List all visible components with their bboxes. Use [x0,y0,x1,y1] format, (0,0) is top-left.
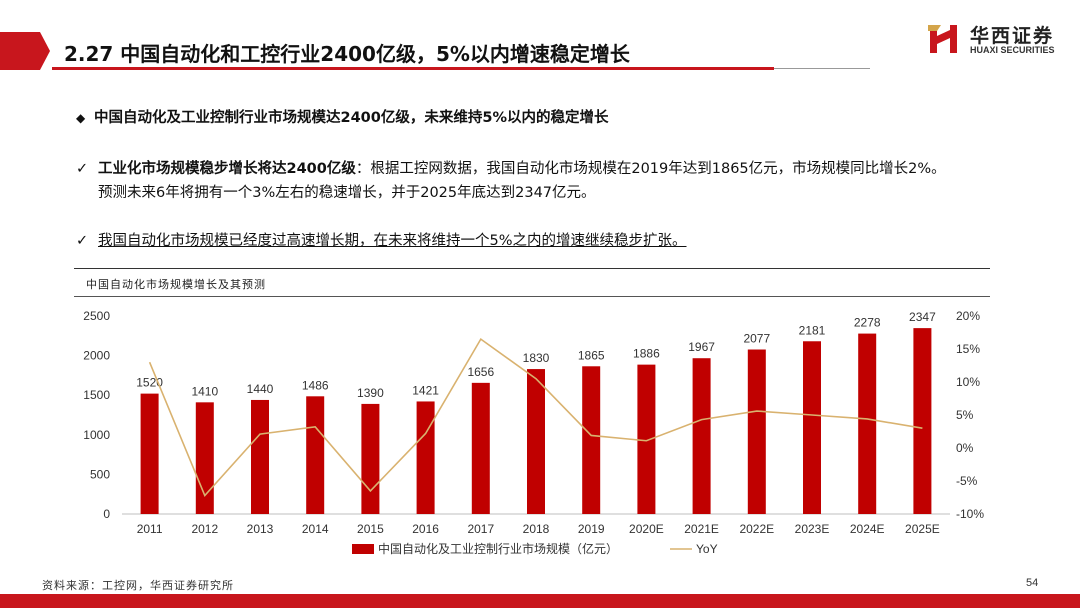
x-axis-tick-label: 2025E [905,522,940,536]
bar [416,401,435,514]
main-bullet-text: 中国自动化及工业控制行业市场规模达2400亿级，未来维持5%以内的稳定增长 [94,110,609,126]
left-axis-tick-label: 1000 [83,428,110,442]
bar [747,349,766,514]
bar [140,393,159,514]
logo-english-name: HUAXI SECURITIES [970,45,1055,55]
bar-data-label: 2347 [909,310,936,324]
legend-bar-label: 中国自动化及工业控制行业市场规模（亿元） [378,541,618,556]
bar-data-label: 1486 [302,378,329,392]
bar [637,364,656,514]
x-axis-tick-label: 2013 [247,522,274,536]
right-axis-tick-label: -5% [956,474,978,488]
right-axis-tick-label: 0% [956,441,974,455]
check-item-1-line2: 预测未来6年将拥有一个3%左右的稳速增长，并于2025年底达到2347亿元。 [98,185,596,201]
bar [582,366,601,514]
check-item-2: ✓ 我国自动化市场规模已经度过高速增长期，在未来将维持一个5%之内的增速继续稳步扩… [76,229,687,250]
brand-logo: 华西证券 HUAXI SECURITIES [928,20,1058,60]
title-underline-grey [774,68,870,69]
title-accent-arrow [0,32,50,70]
left-axis-tick-label: 0 [103,507,110,521]
bar-data-label: 1886 [633,347,660,361]
right-axis-tick-label: 20% [956,309,980,323]
page-number: 54 [1026,577,1039,589]
x-axis-tick-label: 2019 [578,522,605,536]
bar-data-label: 1390 [357,386,384,400]
bar [251,399,269,514]
bar-data-label: 1440 [247,382,274,396]
x-axis-tick-label: 2011 [137,522,163,536]
bar-data-label: 1410 [191,384,218,398]
left-axis-tick-label: 2000 [83,349,110,363]
x-axis-tick-label: 2023E [795,522,830,536]
right-axis-tick-label: 10% [956,375,980,389]
bar [195,402,214,514]
bar [858,333,877,514]
left-axis-tick-label: 2500 [83,309,110,323]
bar-data-label: 2181 [799,323,826,337]
main-bullet: ◆ 中国自动化及工业控制行业市场规模达2400亿级，未来维持5%以内的稳定增长 [76,106,608,127]
checkmark-icon: ✓ [76,233,89,249]
title-underline [52,67,774,70]
market-size-chart: 0 500 1000 1500 2000 2500 -10% -5% 0% 5% 10% 15% 20%… [83,309,984,556]
bar-data-label: 1865 [578,348,605,362]
x-axis-tick-label: 2015 [357,522,384,536]
x-axis-tick-label: 2021E [684,522,719,536]
bar [692,358,711,514]
bar [471,382,490,514]
chart-caption-rule [74,296,990,297]
bar [306,396,325,514]
x-axis-tick-label: 2018 [523,522,550,536]
x-axis-tick-label: 2024E [850,522,885,536]
footer-bar [0,594,1080,608]
right-axis-tick-label: 15% [956,342,980,356]
bar [803,341,821,514]
bar-data-label: 1421 [412,383,439,397]
right-axis-tick-label: -10% [956,507,984,521]
check-item-1-text: ：根据工控网数据，我国自动化市场规模在2019年达到1865亿元，市场规模同比增… [355,161,946,177]
bar [527,369,545,514]
chart-top-rule [74,268,990,269]
bar-data-label: 2278 [854,316,881,330]
huaxi-logo-icon [928,25,957,53]
bar-data-label: 1656 [467,365,494,379]
legend-line-label: YoY [696,542,718,556]
bar-data-label: 2077 [743,332,770,346]
yoy-line [148,337,923,497]
x-axis-tick-label: 2020E [629,522,664,536]
left-axis-tick-label: 1500 [83,388,110,402]
chart-caption: 中国自动化市场规模增长及其预测 [86,278,266,291]
x-axis-tick-label: 2014 [302,522,329,536]
right-axis-tick-label: 5% [956,408,974,422]
x-axis-tick-label: 2012 [191,522,218,536]
bar [913,328,932,514]
check-item-1-bold: 工业化市场规模稳步增长将达2400亿级 [98,161,356,177]
bar [361,403,380,514]
left-axis-tick-label: 500 [90,467,110,481]
page-title: 2.27 中国自动化和工控行业2400亿级，5%以内增速稳定增长 [64,42,630,66]
x-axis-tick-label: 2022E [739,522,774,536]
source-note: 资料来源：工控网，华西证券研究所 [42,579,234,592]
logo-chinese-name: 华西证券 [970,25,1055,47]
x-axis-tick-label: 2016 [412,522,439,536]
bar-data-label: 1830 [523,351,550,365]
legend-bar-swatch [352,544,374,554]
checkmark-icon: ✓ [76,161,89,177]
x-axis-tick-label: 2017 [467,522,494,536]
bar-data-label: 1967 [688,340,715,354]
check-item-2-text: 我国自动化市场规模已经度过高速增长期，在未来将维持一个5%之内的增速继续稳步扩张… [98,233,687,249]
check-item-1: ✓ 工业化市场规模稳步增长将达2400亿级：根据工控网数据，我国自动化市场规模在2… [76,157,1026,205]
diamond-bullet-icon: ◆ [76,111,86,125]
